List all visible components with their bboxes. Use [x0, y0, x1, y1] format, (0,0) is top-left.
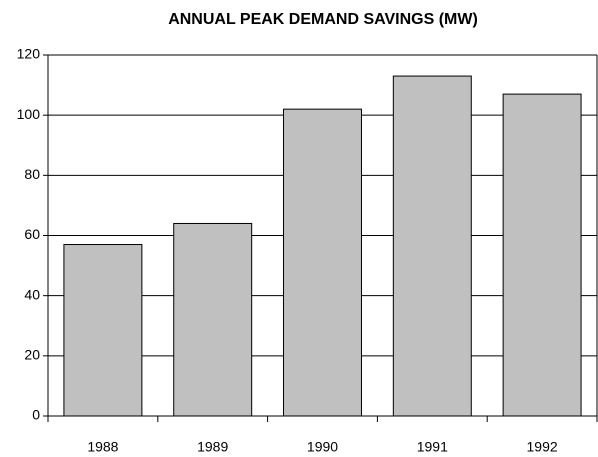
y-tick-label: 20: [24, 347, 40, 363]
x-tick-label: 1990: [307, 439, 338, 455]
y-tick-label: 80: [24, 166, 40, 182]
bar: [63, 244, 143, 417]
x-tick-label: 1992: [527, 439, 558, 455]
x-tick-label: 1988: [87, 439, 118, 455]
bar: [392, 75, 472, 417]
y-tick-label: 40: [24, 286, 40, 302]
x-tick-label: 1989: [197, 439, 228, 455]
x-tick-label: 1991: [417, 439, 448, 455]
chart-title: ANNUAL PEAK DEMAND SAVINGS (MW): [168, 11, 478, 28]
bar: [502, 93, 582, 417]
y-tick-label: 60: [24, 226, 40, 242]
y-tick-label: 120: [17, 46, 41, 62]
y-tick-label: 100: [17, 106, 41, 122]
bar: [173, 222, 253, 417]
bar: [283, 108, 362, 417]
y-tick-label: 0: [32, 407, 40, 423]
